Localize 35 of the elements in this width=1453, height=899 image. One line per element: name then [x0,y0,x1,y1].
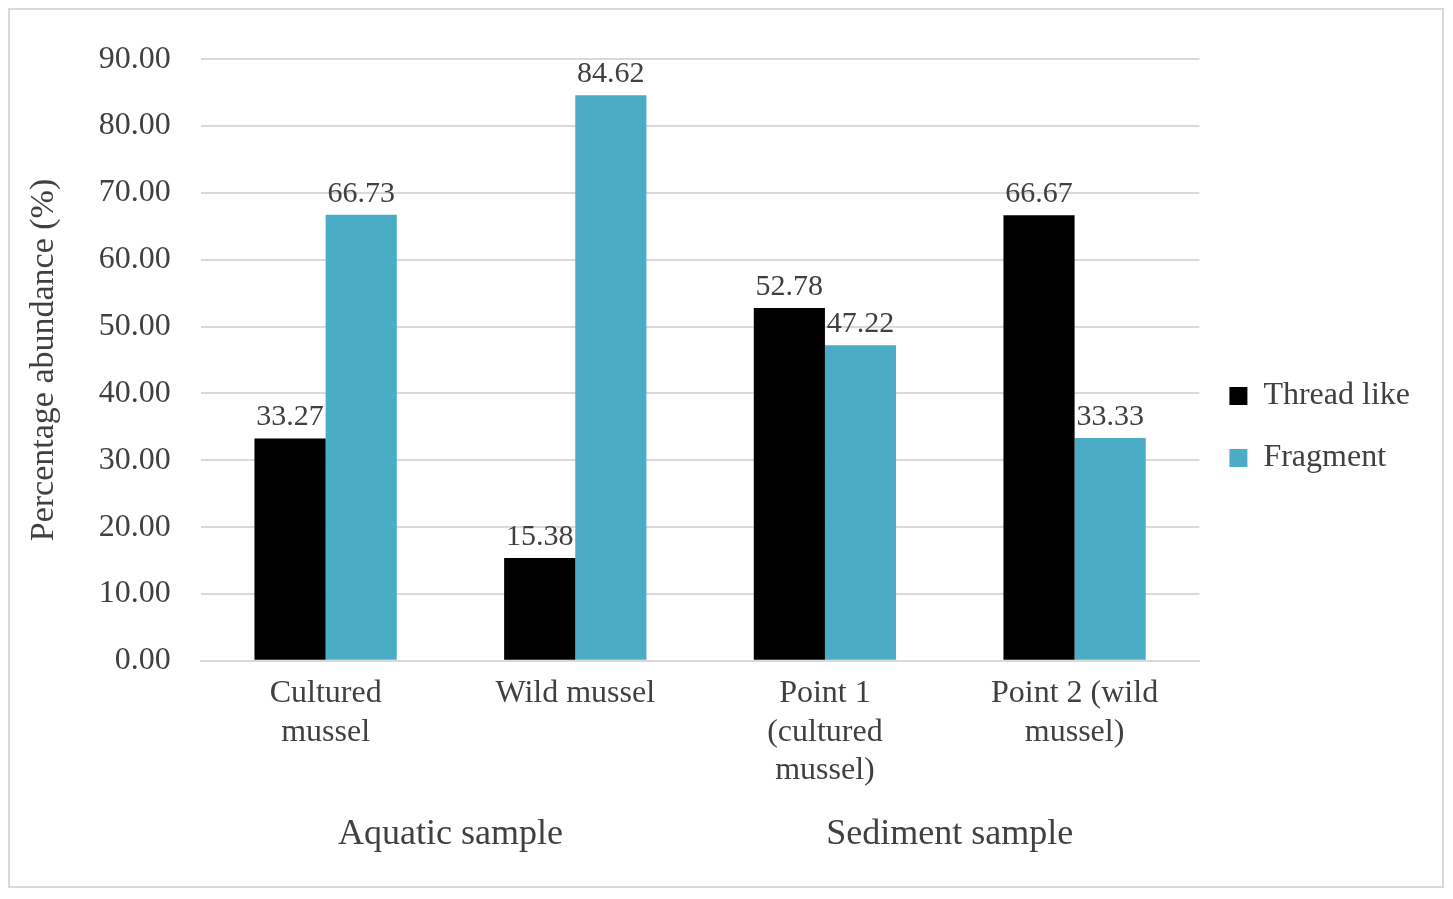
y-tick-label: 90.00 [98,38,171,75]
y-tick-label: 60.00 [98,239,171,276]
bar [325,214,397,660]
y-tick-label: 40.00 [98,372,171,409]
y-tick-label: 30.00 [98,439,171,476]
x-tick-label: Point 1 (cultured mussel) [767,673,883,787]
y-tick-label: 10.00 [98,573,171,610]
x-tick-label: Point 2 (wild mussel) [991,673,1159,748]
data-label: 66.67 [1005,175,1073,209]
data-label: 66.73 [327,174,395,208]
y-axis-title: Percentage abundance (%) [23,178,62,542]
data-label: 84.62 [577,55,645,89]
legend-label: Thread like [1263,375,1410,412]
legend-label: Fragment [1263,437,1387,474]
bar [753,308,825,660]
data-label: 33.33 [1076,397,1144,431]
x-tick-label: Wild mussel [495,673,656,710]
y-tick-label: 50.00 [98,305,171,342]
bar [1074,438,1146,660]
y-tick-label: 0.00 [114,640,171,677]
y-tick-label: 80.00 [98,105,171,142]
data-label: 47.22 [826,305,895,339]
bar [575,95,647,660]
bar [254,438,326,660]
bar [504,557,576,660]
text: Sediment sample [826,812,1074,852]
bar [1003,215,1075,660]
data-label: 33.27 [256,398,324,432]
x-tick-label: Cultured mussel [269,673,382,748]
y-tick-label: 70.00 [98,172,171,209]
data-label: 52.78 [755,267,824,301]
data-label: 15.38 [505,517,574,551]
y-tick-label: 20.00 [98,506,171,543]
bar [824,345,897,660]
text: Aquatic sample [337,812,563,852]
